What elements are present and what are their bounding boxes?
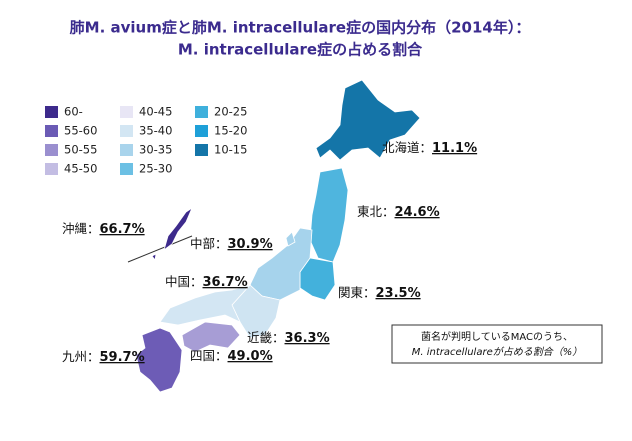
region-shape	[151, 253, 157, 261]
region-value: 66.7%	[100, 222, 145, 237]
legend-swatch	[45, 125, 58, 137]
legend-label: 45-50	[64, 162, 97, 176]
legend-label: 40-45	[139, 105, 172, 119]
legend-swatch	[195, 144, 208, 156]
region-label: 東北：24.6%	[357, 204, 440, 220]
region-shape	[181, 321, 241, 353]
region-label: 関東：23.5%	[338, 285, 421, 301]
region-label: 近畿：36.3%	[247, 330, 330, 346]
region-shape	[315, 79, 421, 161]
region-value: 36.7%	[203, 275, 248, 290]
region-label: 四国：49.0%	[190, 348, 273, 364]
legend-label: 50-55	[64, 143, 97, 157]
legend-label: 55-60	[64, 124, 97, 138]
region-value: 11.1%	[432, 141, 477, 156]
legend-swatch	[45, 163, 58, 175]
legend-label: 25-30	[139, 162, 172, 176]
region-shape	[309, 167, 349, 263]
note-line: M. intracellulareが占める割合（%）	[412, 346, 582, 358]
region-name: 九州：	[62, 349, 100, 364]
map	[127, 79, 421, 393]
region-value: 36.3%	[285, 331, 330, 346]
region-name: 東北：	[357, 204, 395, 219]
legend-label: 60-	[64, 105, 83, 119]
region-value: 23.5%	[376, 286, 421, 301]
region-shape	[163, 206, 193, 252]
legend: 60- 55-60 50-55 45-50 40-45 35-40 30-35 25-30 20…	[45, 105, 247, 176]
okinawa-inset-line	[127, 235, 193, 263]
legend-swatch	[120, 125, 133, 137]
region-shape	[159, 284, 252, 326]
title-line: 肺M. avium症と肺M. intracellulare症の国内分布（2014…	[70, 19, 531, 37]
region-value: 24.6%	[395, 205, 440, 220]
legend-label: 20-25	[214, 105, 247, 119]
region-label: 北海道：11.1%	[382, 140, 477, 156]
legend-label: 15-20	[214, 124, 247, 138]
note-line: 菌名が判明しているMACのうち、	[421, 330, 573, 343]
region-value: 49.0%	[228, 349, 273, 364]
region-label: 九州：59.7%	[62, 349, 145, 365]
legend-swatch	[195, 106, 208, 118]
legend-swatch	[45, 144, 58, 156]
region-shape	[135, 327, 183, 393]
region-name: 沖縄：	[62, 221, 100, 236]
legend-label: 10-15	[214, 143, 247, 157]
region-name: 関東：	[338, 285, 376, 300]
legend-label: 30-35	[139, 143, 172, 157]
region-name: 中国：	[165, 274, 203, 289]
legend-swatch	[120, 144, 133, 156]
region-label: 中国：36.7%	[165, 274, 248, 290]
region-value: 59.7%	[100, 350, 145, 365]
region-value: 30.9%	[228, 237, 273, 252]
region-name: 中部：	[190, 236, 228, 251]
title-line: M. intracellulare症の占める割合	[178, 41, 423, 59]
legend-label: 35-40	[139, 124, 172, 138]
region-labels: 北海道：11.1% 東北：24.6% 関東：23.5% 中部：30.9% 近畿：36.3…	[62, 140, 477, 365]
region-label: 沖縄：66.7%	[62, 221, 145, 237]
note-box	[391, 324, 603, 364]
region-name: 近畿：	[247, 330, 285, 345]
region-shape	[285, 231, 296, 247]
region-label: 中部：30.9%	[190, 236, 273, 252]
legend-swatch	[120, 106, 133, 118]
legend-swatch	[45, 106, 58, 118]
legend-swatch	[120, 163, 133, 175]
region-name: 北海道：	[382, 140, 432, 155]
legend-swatch	[195, 125, 208, 137]
region-name: 四国：	[190, 348, 228, 363]
